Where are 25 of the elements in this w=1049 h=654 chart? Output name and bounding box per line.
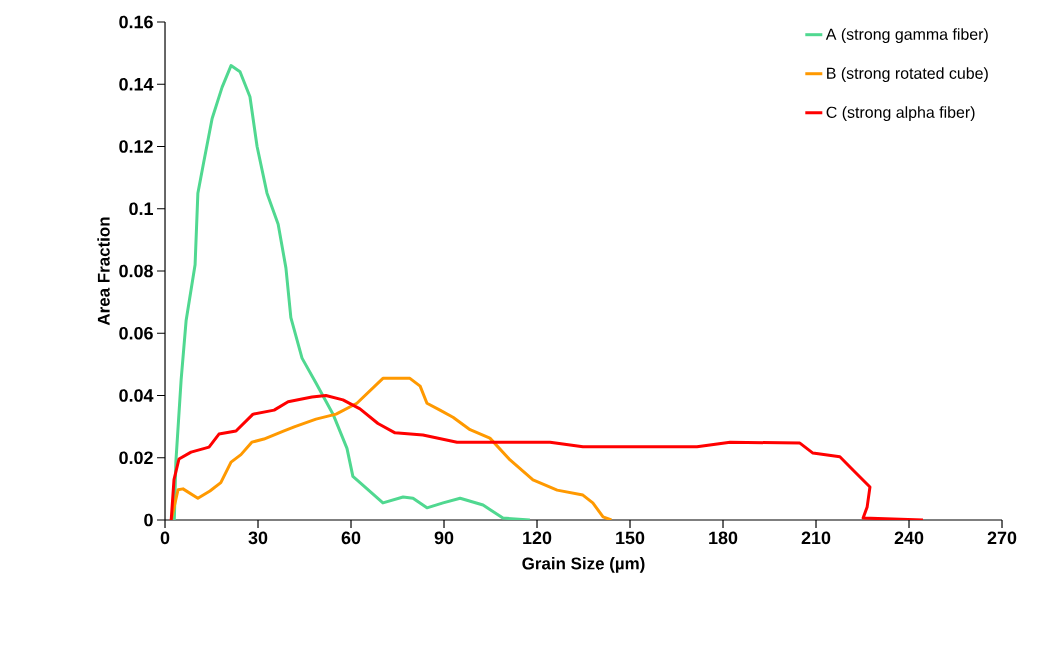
line-series bbox=[172, 64, 532, 520]
x-tick-label: 150 bbox=[616, 531, 645, 545]
x-axis-title: Grain Size (µm) bbox=[522, 557, 645, 573]
y-tick-label: 0 bbox=[144, 513, 153, 527]
legend-label: B (strong rotated cube) bbox=[827, 67, 988, 83]
y-tick-label: 0.1 bbox=[129, 202, 153, 216]
y-tick-label: 0.04 bbox=[119, 389, 154, 402]
y-axis-title: Area Fraction bbox=[97, 217, 110, 326]
x-tick-label: 60 bbox=[341, 531, 361, 545]
x-tick-label: 240 bbox=[894, 531, 924, 545]
y-tick-label: 0.02 bbox=[119, 451, 153, 465]
y-tick-label: 0.08 bbox=[119, 264, 153, 278]
legend-label: C (strong alpha fiber) bbox=[826, 106, 975, 122]
x-tick-label: 90 bbox=[434, 531, 454, 545]
legend-label: A (strong gamma fiber) bbox=[825, 28, 988, 44]
x-tick-label: 30 bbox=[248, 531, 268, 545]
x-tick-label: 180 bbox=[709, 531, 738, 545]
y-tick-label: 0.14 bbox=[119, 77, 154, 91]
x-tick-label: 0 bbox=[160, 531, 170, 545]
x-tick-label: 120 bbox=[523, 531, 552, 545]
y-tick-label: 0.06 bbox=[119, 326, 153, 340]
x-tick-label: 270 bbox=[987, 531, 1017, 545]
y-tick-label: 0.16 bbox=[119, 15, 153, 29]
x-tick-label: 210 bbox=[801, 531, 831, 545]
y-tick-label: 0.12 bbox=[119, 140, 153, 153]
